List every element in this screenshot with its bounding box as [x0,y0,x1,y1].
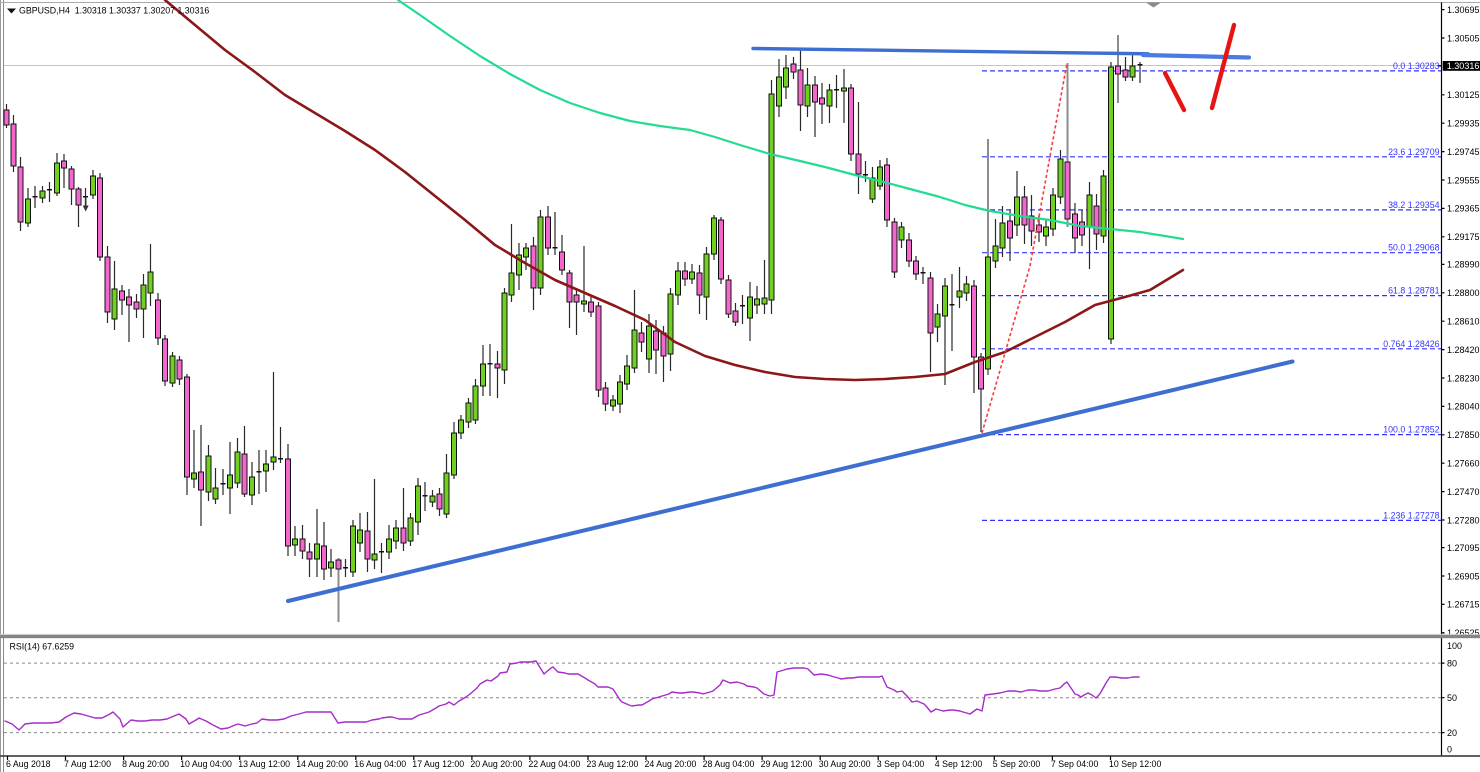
svg-text:14 Aug 20:00: 14 Aug 20:00 [296,759,348,769]
svg-text:7 Aug 12:00: 7 Aug 12:00 [64,759,111,769]
svg-text:1.28040: 1.28040 [1447,402,1480,412]
svg-text:1.27095: 1.27095 [1447,543,1480,553]
svg-text:1.28800: 1.28800 [1447,288,1480,298]
svg-text:1.29935: 1.29935 [1447,119,1480,129]
svg-text:16 Aug 04:00: 16 Aug 04:00 [354,759,406,769]
svg-text:3 Sep 04:00: 3 Sep 04:00 [877,759,925,769]
svg-text:7 Sep 04:00: 7 Sep 04:00 [1051,759,1099,769]
svg-text:1.27470: 1.27470 [1447,487,1480,497]
svg-text:GBPUSD,H4 1.30318 1.30337 1.3: GBPUSD,H4 1.30318 1.30337 1.30207 1.3031… [19,6,209,16]
svg-text:24 Aug 20:00: 24 Aug 20:00 [645,759,697,769]
svg-text:1.30316: 1.30316 [1447,61,1480,71]
svg-text:0: 0 [1447,745,1452,755]
svg-text:1.28230: 1.28230 [1447,373,1480,383]
svg-text:22 Aug 04:00: 22 Aug 04:00 [528,759,580,769]
svg-text:1.30505: 1.30505 [1447,33,1480,43]
svg-text:28 Aug 04:00: 28 Aug 04:00 [703,759,755,769]
svg-text:23.6 1.29709: 23.6 1.29709 [1388,147,1439,157]
svg-text:1.28990: 1.28990 [1447,260,1480,270]
svg-text:8 Aug 20:00: 8 Aug 20:00 [122,759,169,769]
svg-text:13 Aug 12:00: 13 Aug 12:00 [238,759,290,769]
svg-text:1.29175: 1.29175 [1447,232,1480,242]
svg-text:1.26905: 1.26905 [1447,571,1480,581]
svg-text:0.0 1.30283: 0.0 1.30283 [1393,61,1440,71]
svg-text:1.26715: 1.26715 [1447,600,1480,610]
svg-text:10 Sep 12:00: 10 Sep 12:00 [1109,759,1161,769]
svg-text:29 Aug 12:00: 29 Aug 12:00 [761,759,813,769]
svg-text:10 Aug 04:00: 10 Aug 04:00 [180,759,232,769]
svg-text:1.27850: 1.27850 [1447,430,1480,440]
svg-text:20 Aug 20:00: 20 Aug 20:00 [470,759,522,769]
svg-text:100: 100 [1447,641,1462,651]
svg-text:30 Aug 20:00: 30 Aug 20:00 [819,759,871,769]
svg-text:50.0 1.29068: 50.0 1.29068 [1388,243,1439,253]
svg-text:1.236 1.27278: 1.236 1.27278 [1383,510,1439,520]
svg-text:17 Aug 12:00: 17 Aug 12:00 [412,759,464,769]
svg-text:100.0 1.27852: 100.0 1.27852 [1383,425,1439,435]
svg-text:50: 50 [1447,693,1457,703]
svg-text:80: 80 [1447,658,1457,668]
svg-text:0.764 1.28426: 0.764 1.28426 [1383,339,1439,349]
svg-text:1.29555: 1.29555 [1447,175,1480,185]
svg-text:20: 20 [1447,728,1457,738]
svg-text:1.26525: 1.26525 [1447,628,1480,638]
svg-text:1.29365: 1.29365 [1447,204,1480,214]
svg-text:6 Aug 2018: 6 Aug 2018 [6,759,51,769]
svg-text:1.28420: 1.28420 [1447,345,1480,355]
svg-text:23 Aug 12:00: 23 Aug 12:00 [587,759,639,769]
svg-text:38.2 1.29354: 38.2 1.29354 [1388,200,1439,210]
svg-text:1.27660: 1.27660 [1447,459,1480,469]
svg-text:5 Sep 20:00: 5 Sep 20:00 [993,759,1041,769]
svg-text:1.30125: 1.30125 [1447,90,1480,100]
svg-text:4 Sep 12:00: 4 Sep 12:00 [935,759,983,769]
svg-text:61.8 1.28781: 61.8 1.28781 [1388,286,1439,296]
svg-text:1.29745: 1.29745 [1447,147,1480,157]
svg-text:1.27280: 1.27280 [1447,515,1480,525]
svg-text:1.30695: 1.30695 [1447,5,1480,15]
svg-text:1.28610: 1.28610 [1447,317,1480,327]
svg-text:RSI(14) 67.6259: RSI(14) 67.6259 [10,641,75,651]
